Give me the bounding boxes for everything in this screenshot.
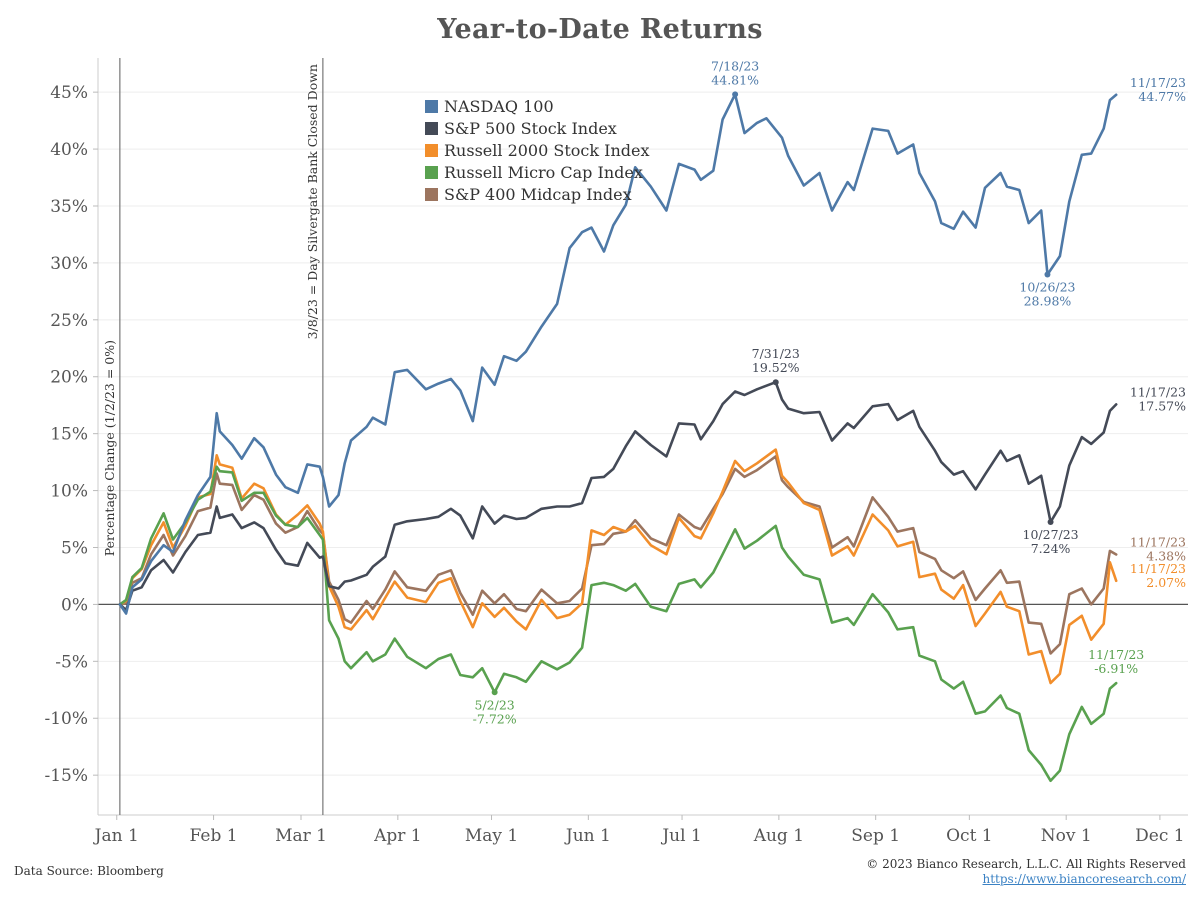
x-tick-label: Jun 1 — [564, 826, 611, 846]
series-line-nasdaq-100 — [118, 93, 1118, 615]
x-tick-label: Sep 1 — [851, 826, 900, 846]
annotation-dot — [772, 379, 779, 386]
series-line-russell-micro-cap-index — [118, 465, 1118, 783]
y-tick-label: 25% — [50, 311, 88, 331]
website-link[interactable]: https://www.biancoresearch.com/ — [982, 872, 1186, 886]
x-tick-label: Oct 1 — [946, 826, 993, 846]
x-tick-label: May 1 — [465, 826, 518, 846]
annotation-date-label: 5/2/23 — [475, 697, 515, 712]
annotation-date-label: 11/17/23 — [1130, 75, 1186, 90]
x-tick-label: Jul 1 — [660, 826, 701, 846]
y-tick-label: -10% — [44, 709, 88, 729]
annotation-value-label: 28.98% — [1024, 294, 1072, 309]
y-tick-label: -5% — [55, 652, 88, 672]
y-tick-label: 15% — [50, 425, 88, 445]
annotation-dot — [732, 91, 739, 98]
legend-label: Russell Micro Cap Index — [444, 163, 643, 182]
annotation-date-label: 7/31/23 — [752, 346, 800, 361]
vertical-marker-label: Percentage Change (1/2/23 = 0%) — [102, 340, 117, 556]
series-line-s-p-400-midcap-index — [118, 455, 1118, 655]
series-line-s-p-500-stock-index — [118, 380, 1118, 612]
annotation-value-label: 44.77% — [1138, 89, 1186, 104]
annotation-date-label: 11/17/23 — [1130, 384, 1186, 399]
annotation-value-label: 17.57% — [1138, 398, 1186, 413]
vertical-marker-label: 3/8/23 = Day Silvergate Bank Closed Down — [305, 64, 320, 339]
annotation-date-label: 7/18/23 — [711, 58, 759, 73]
x-tick-label: Apr 1 — [373, 826, 422, 846]
annotation-dot — [1047, 518, 1054, 525]
legend-label: Russell 2000 Stock Index — [444, 141, 650, 160]
y-tick-label: 30% — [50, 254, 88, 274]
axes: 45% 40% 35% 30% 25% 20% 15% 10% 5% 0% -5% -10% -15% J… — [44, 58, 1188, 846]
series-line-russell-2000-stock-index — [118, 448, 1118, 685]
annotation-value-label: 44.81% — [711, 72, 759, 87]
y-tick-label: 40% — [50, 140, 88, 160]
x-tick-label: Dec 1 — [1135, 826, 1184, 846]
legend-swatch — [425, 166, 438, 179]
annotation-value-label: -6.91% — [1094, 661, 1138, 676]
x-tick-label: Mar 1 — [275, 826, 327, 846]
annotation-value-label: 4.38% — [1146, 549, 1186, 564]
x-tick-label: Nov 1 — [1041, 826, 1092, 846]
legend-swatch — [425, 122, 438, 135]
annotation-date-label: 11/17/23 — [1130, 561, 1186, 576]
data-source-note: Data Source: Bloomberg — [14, 864, 164, 878]
y-tick-label: 45% — [50, 83, 88, 103]
annotation-value-label: 2.07% — [1146, 575, 1186, 590]
annotation-value-label: 19.52% — [752, 360, 800, 375]
annotation-dot — [1044, 271, 1051, 278]
series-lines — [118, 93, 1118, 783]
x-tick-label: Jan 1 — [93, 826, 139, 846]
grid-lines — [98, 91, 1188, 776]
legend-label: S&P 400 Midcap Index — [444, 185, 632, 204]
annotation-date-label: 11/17/23 — [1088, 647, 1144, 662]
y-tick-label: 0% — [61, 595, 88, 615]
annotation-date-label: 11/17/23 — [1130, 535, 1186, 550]
annotation-date-label: 10/26/23 — [1019, 280, 1075, 295]
y-tick-label: 10% — [50, 482, 88, 502]
y-tick-label: -15% — [44, 766, 88, 786]
legend-label: NASDAQ 100 — [444, 97, 554, 116]
legend-label: S&P 500 Stock Index — [444, 119, 617, 138]
chart-title: Year-to-Date Returns — [437, 14, 763, 45]
y-tick-label: 5% — [61, 538, 88, 558]
annotation-value-label: -7.72% — [473, 711, 517, 726]
legend-swatch — [425, 100, 438, 113]
legend-swatch — [425, 144, 438, 157]
y-tick-label: 35% — [50, 197, 88, 217]
y-tick-label: 20% — [50, 368, 88, 388]
legend: NASDAQ 100 S&P 500 Stock Index Russell 200… — [425, 97, 650, 204]
copyright-note: © 2023 Bianco Research, L.L.C. All Right… — [866, 857, 1186, 871]
x-tick-label: Feb 1 — [190, 826, 238, 846]
annotation-date-label: 10/27/23 — [1023, 527, 1079, 542]
legend-swatch — [425, 188, 438, 201]
x-tick-label: Aug 1 — [753, 826, 804, 846]
annotation-dot — [491, 689, 498, 696]
annotation-value-label: 7.24% — [1031, 541, 1071, 556]
